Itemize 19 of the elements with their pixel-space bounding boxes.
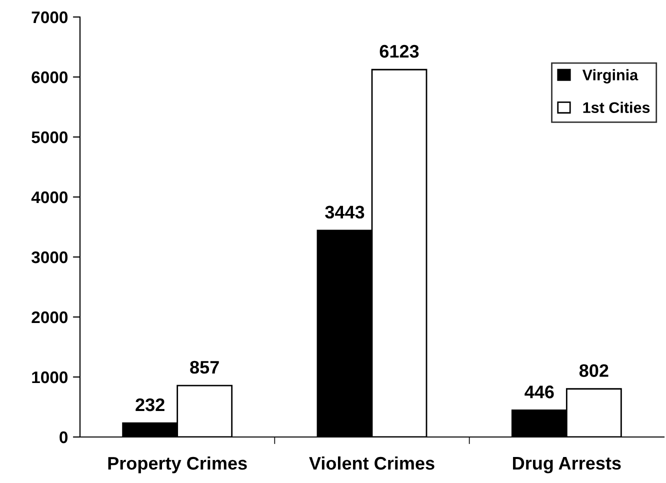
x-tick-label: Drug Arrests — [513, 457, 621, 474]
data-label: 446 — [524, 386, 554, 398]
data-label: 857 — [190, 360, 219, 374]
legend-label: Virginia — [582, 69, 638, 84]
y-tick-label: 2000 — [32, 311, 68, 324]
data-label: 6123 — [380, 44, 419, 58]
x-tick-label: Violent Crimes — [309, 456, 434, 470]
legend-label: 1st Cities — [583, 102, 650, 114]
y-tick-label: 7000 — [32, 11, 68, 24]
y-tick-label: 3000 — [32, 251, 68, 264]
data-label: 3443 — [325, 206, 364, 219]
y-tick-label: 0 — [60, 431, 68, 444]
y-tick-label: 4000 — [31, 191, 68, 204]
x-tick-label: Property Crimes — [108, 456, 247, 474]
y-tick-label: 6000 — [32, 71, 68, 84]
y-tick-label: 5000 — [32, 131, 68, 144]
data-label: 802 — [579, 364, 608, 377]
data-label: 232 — [136, 398, 164, 412]
y-tick-label: 1000 — [32, 371, 68, 384]
